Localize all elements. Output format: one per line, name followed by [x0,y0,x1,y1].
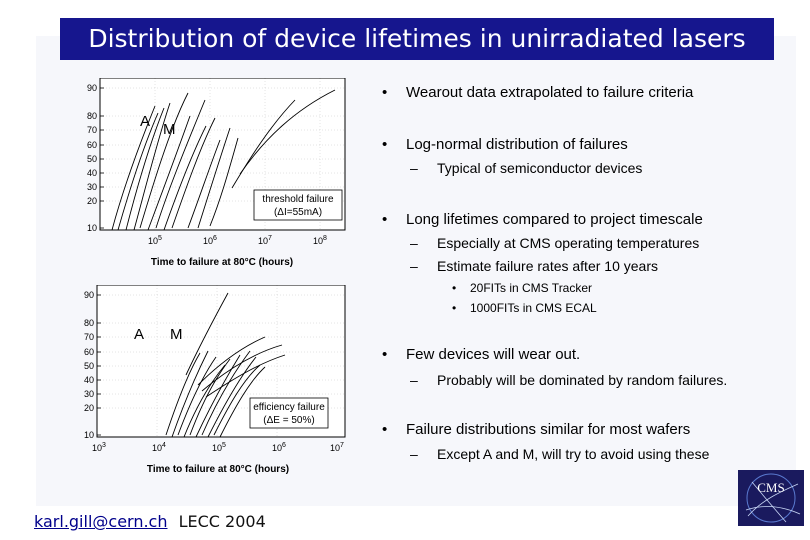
y-tick-label: 50 [84,361,94,371]
x-tick-label: 108 [313,235,327,246]
failure-curves [111,89,336,231]
y-tick-label: 60 [87,140,97,150]
legend-box [249,397,329,429]
x-tick-label: 106 [203,235,217,246]
logo-text: CMS [757,480,784,495]
label-m: M [163,121,176,138]
third-bullet-marker: • [452,281,457,295]
y-tick-labels: 90 80 70 60 50 40 30 20 10 [87,83,97,233]
bullet-marker: • [382,421,388,438]
y-axis-ticks [97,294,101,436]
x-tick-labels: 105 106 107 108 [148,235,327,246]
x-axis-label: Time to failure at 80°C (hours) [147,464,289,475]
bullet-marker: • [382,136,388,153]
plot-frame [96,285,346,438]
y-tick-label: 80 [84,318,94,328]
third-bullet-tracker: 20FITs in CMS Tracker [470,281,593,295]
y-tick-label: 80 [87,111,97,121]
y-tick-label: 20 [87,196,97,206]
third-bullet-marker: • [452,301,457,315]
cms-logo: CMS [738,470,804,526]
x-tick-label: 107 [258,235,272,246]
label-a: A [140,113,150,130]
bullet-similar-wafers: Failure distributions similar for most w… [406,421,691,438]
x-tick-label: 103 [92,442,106,453]
title-bar [60,18,774,60]
legend-line-1: threshold failure [262,194,334,205]
third-bullet-ecal: 1000FITs in CMS ECAL [470,301,597,315]
sub-bullet-dash: – [410,258,418,274]
y-tick-label: 90 [84,290,94,300]
lifetime-chart-threshold: 90 80 70 60 50 40 30 20 10 105 106 107 1… [87,78,346,268]
plot-frame [99,78,346,231]
bullet-marker: • [382,84,388,101]
y-tick-label: 40 [84,375,94,385]
sub-bullet-typical: Typical of semiconductor devices [437,160,643,176]
bullet-lognormal: Log-normal distribution of failures [406,136,628,153]
y-tick-label: 50 [87,154,97,164]
x-tick-label: 104 [152,442,166,453]
y-tick-label: 20 [84,403,94,413]
y-axis-ticks [100,87,104,229]
sub-bullet-dash: – [410,446,418,462]
y-tick-label: 90 [87,83,97,93]
sub-bullet-dash: – [410,235,418,251]
label-m: M [170,326,183,343]
y-tick-label: 30 [87,182,97,192]
x-tick-label: 105 [148,235,162,246]
sub-bullet-cms-temps: Especially at CMS operating temperatures [437,235,700,251]
x-tick-labels: 103 104 105 106 107 [92,442,344,453]
y-tick-label: 60 [84,347,94,357]
y-tick-labels: 90 80 70 60 50 40 30 20 10 [84,290,94,440]
sub-bullet-random-failures: Probably will be dominated by random fai… [437,372,728,388]
legend-box [253,189,343,221]
legend-line-1: efficiency failure [253,402,325,413]
event-label: LECC 2004 [178,512,266,531]
y-tick-label: 40 [87,168,97,178]
x-tick-label: 105 [212,442,226,453]
y-tick-label: 70 [87,125,97,135]
footer: karl.gill@cern.ch LECC 2004 [34,512,266,531]
legend-line-2: (ΔI=55mA) [274,207,322,218]
sub-bullet-dash: – [410,160,418,176]
bullet-long-lifetimes: Long lifetimes compared to project times… [406,211,703,228]
y-tick-label: 10 [87,223,97,233]
sub-bullet-failure-rates: Estimate failure rates after 10 years [437,258,658,274]
bullet-marker: • [382,346,388,363]
y-tick-label: 10 [84,430,94,440]
x-axis-label: Time to failure at 80°C (hours) [151,257,293,268]
failure-curves [165,292,286,438]
bullet-marker: • [382,211,388,228]
bullet-wearout: Wearout data extrapolated to failure cri… [406,84,694,101]
email-link[interactable]: karl.gill@cern.ch [34,512,168,531]
y-tick-label: 30 [84,389,94,399]
lifetime-chart-efficiency: 90 80 70 60 50 40 30 20 10 103 104 105 1… [84,285,346,475]
sub-bullet-dash: – [410,372,418,388]
sub-bullet-avoid-a-m: Except A and M, will try to avoid using … [437,446,710,462]
grid [97,285,345,437]
y-tick-label: 70 [84,332,94,342]
x-tick-label: 107 [330,442,344,453]
slide-title: Distribution of device lifetimes in unir… [88,24,746,53]
label-a: A [134,326,144,343]
x-tick-label: 106 [272,442,286,453]
bullet-few-wear-out: Few devices will wear out. [406,346,581,363]
legend-line-2: (ΔE = 50%) [263,415,314,426]
